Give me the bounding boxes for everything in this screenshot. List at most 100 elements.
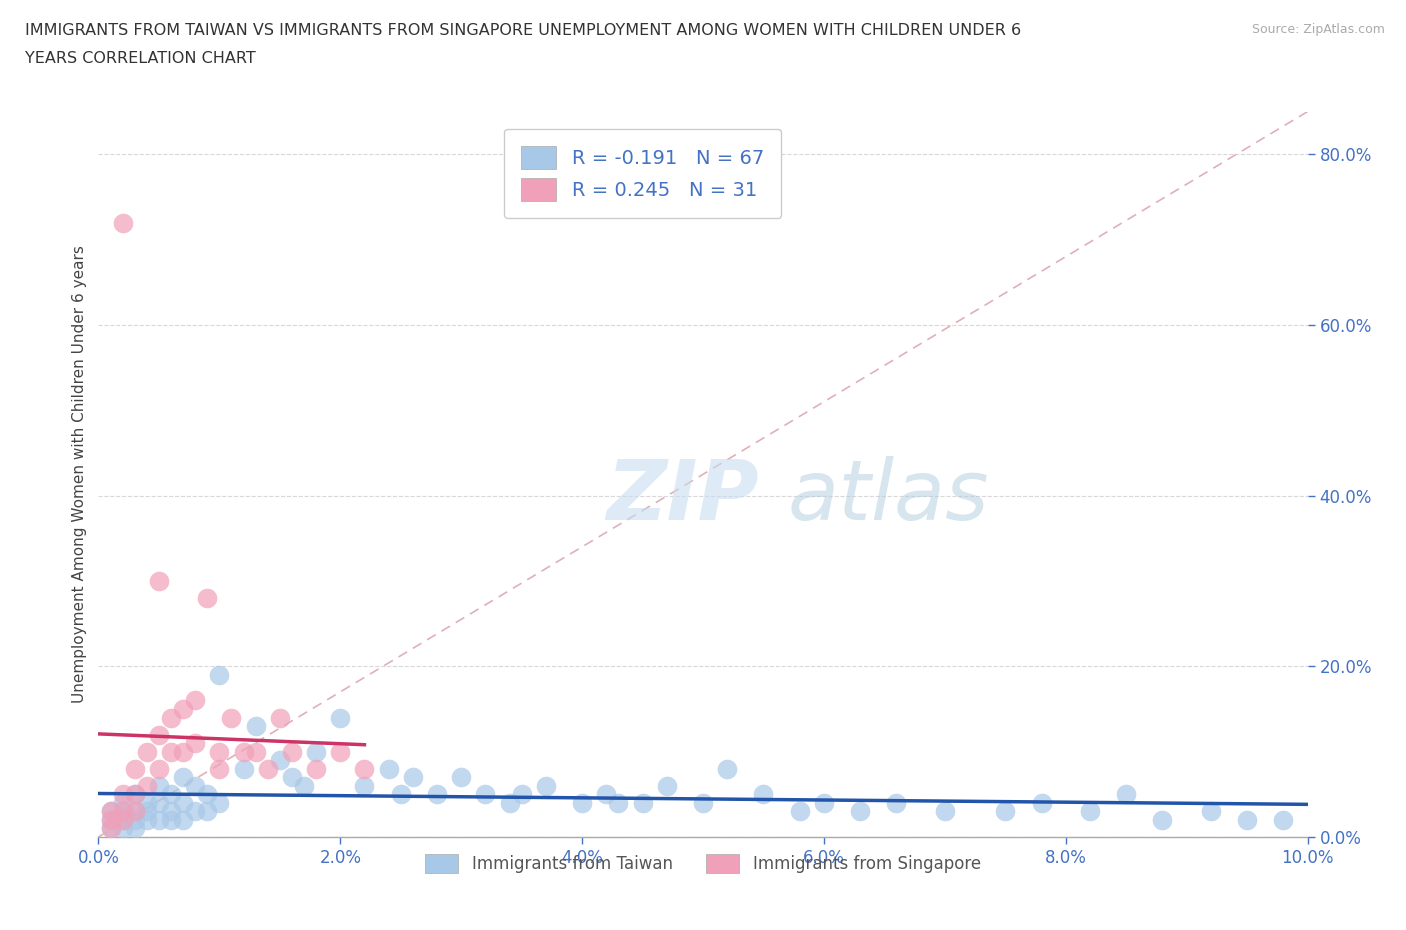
Point (256, 762, 278, 777)
Point (813, 795, 835, 810)
Point (402, 770, 425, 785)
Point (353, 762, 375, 777)
Point (111, 795, 134, 810)
Point (148, 727, 170, 742)
Point (269, 711, 291, 725)
Point (571, 795, 593, 810)
Point (135, 744, 157, 759)
Point (172, 795, 194, 810)
Point (281, 770, 304, 785)
Point (377, 762, 399, 777)
Point (934, 804, 956, 818)
Point (100, 821, 122, 836)
Point (305, 762, 328, 777)
Point (221, 711, 243, 725)
Point (195, 804, 218, 818)
Point (474, 787, 496, 802)
Point (329, 711, 352, 725)
Point (281, 744, 304, 759)
Point (111, 787, 134, 802)
Point (1031, 795, 1053, 810)
Point (498, 795, 520, 810)
Point (208, 795, 231, 810)
Point (124, 787, 146, 802)
Point (172, 813, 194, 828)
Point (124, 804, 146, 818)
Point (184, 693, 207, 708)
Point (148, 778, 170, 793)
Point (716, 762, 738, 777)
Point (607, 795, 630, 810)
Point (631, 795, 654, 810)
Point (534, 778, 557, 793)
Point (124, 762, 146, 777)
Point (329, 744, 352, 759)
Point (111, 813, 134, 828)
Point (245, 719, 267, 734)
Point (1115, 787, 1137, 802)
Point (124, 787, 146, 802)
Point (184, 736, 207, 751)
Point (172, 701, 194, 716)
Point (111, 813, 134, 828)
Point (135, 813, 157, 828)
Point (195, 787, 218, 802)
Point (1078, 804, 1101, 818)
Point (148, 762, 170, 777)
Point (994, 804, 1017, 818)
Point (160, 804, 183, 818)
Point (111, 804, 134, 818)
Legend: Immigrants from Taiwan, Immigrants from Singapore: Immigrants from Taiwan, Immigrants from … (419, 847, 987, 880)
Point (124, 804, 146, 818)
Point (184, 804, 207, 818)
Text: Source: ZipAtlas.com: Source: ZipAtlas.com (1251, 23, 1385, 36)
Point (353, 778, 375, 793)
Point (111, 821, 134, 836)
Point (160, 813, 183, 828)
Point (389, 787, 412, 802)
Point (172, 770, 194, 785)
Point (292, 778, 315, 793)
Point (1199, 804, 1222, 818)
Point (160, 787, 183, 802)
Point (100, 813, 122, 828)
Point (692, 795, 714, 810)
Point (886, 795, 908, 810)
Point (124, 821, 146, 836)
Point (172, 744, 194, 759)
Point (184, 778, 207, 793)
Point (208, 744, 231, 759)
Point (111, 804, 134, 818)
Point (111, 215, 134, 230)
Point (1152, 813, 1174, 828)
Text: atlas: atlas (787, 456, 990, 537)
Point (450, 770, 472, 785)
Point (789, 804, 811, 818)
Point (100, 804, 122, 818)
Point (100, 821, 122, 836)
Point (655, 778, 678, 793)
Point (124, 813, 146, 828)
Point (100, 804, 122, 818)
Point (148, 795, 170, 810)
Point (269, 752, 291, 767)
Point (208, 668, 231, 683)
Point (426, 787, 449, 802)
Point (752, 787, 775, 802)
Point (232, 762, 254, 777)
Point (595, 787, 617, 802)
Point (1272, 813, 1295, 828)
Text: IMMIGRANTS FROM TAIWAN VS IMMIGRANTS FROM SINGAPORE UNEMPLOYMENT AMONG WOMEN WIT: IMMIGRANTS FROM TAIWAN VS IMMIGRANTS FRO… (25, 23, 1021, 38)
Y-axis label: Unemployment Among Women with Children Under 6 years: Unemployment Among Women with Children U… (72, 246, 87, 703)
Point (135, 795, 157, 810)
Point (148, 574, 170, 589)
Point (100, 813, 122, 828)
Point (232, 744, 254, 759)
Point (849, 804, 872, 818)
Point (510, 787, 533, 802)
Point (208, 762, 231, 777)
Point (135, 778, 157, 793)
Point (1236, 813, 1258, 828)
Point (135, 804, 157, 818)
Point (148, 813, 170, 828)
